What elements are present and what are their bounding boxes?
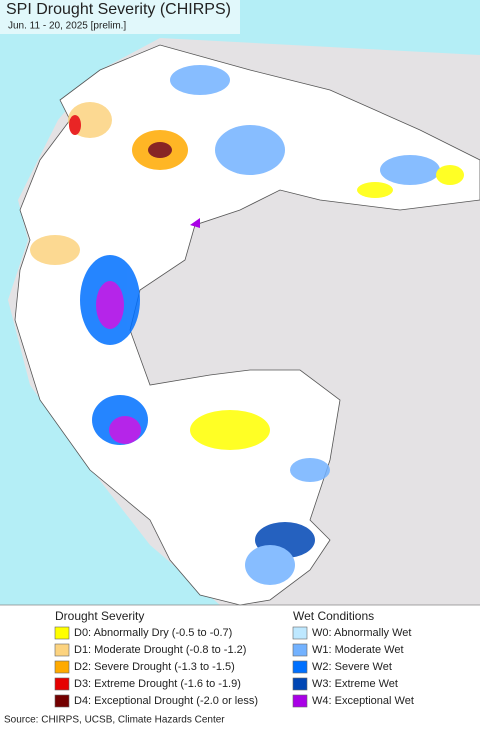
legend: Drought Severity D0: Abnormally Dry (-0.5… (54, 609, 414, 708)
legend-label: W1: Moderate Wet (312, 644, 404, 656)
source: Source: CHIRPS, UCSB, Climate Hazards Ce… (4, 715, 225, 726)
patch (109, 416, 141, 444)
legend-label: D2: Severe Drought (-1.3 to -1.5) (74, 661, 235, 673)
legend-title: Wet Conditions (293, 609, 374, 623)
patch (290, 458, 330, 482)
title: SPI Drought Severity (CHIRPS) (6, 1, 231, 18)
legend-swatch (54, 660, 70, 674)
anomaly-patches (30, 65, 464, 585)
legend-title: Drought Severity (55, 609, 144, 623)
legend-swatch (292, 660, 308, 674)
legend-swatch (292, 677, 308, 691)
patch (190, 218, 200, 228)
patch (357, 182, 393, 198)
patch (190, 410, 270, 450)
legend-swatch (292, 643, 308, 657)
legend-swatch (292, 694, 308, 708)
title-backdrop (0, 0, 240, 34)
patch (215, 125, 285, 175)
subtitle: Jun. 11 - 20, 2025 [prelim.] (8, 21, 126, 32)
legend-label: W4: Exceptional Wet (312, 695, 414, 707)
patch (96, 281, 124, 329)
legend-swatch (54, 626, 70, 640)
legend-swatch (54, 643, 70, 657)
legend-swatch (54, 694, 70, 708)
legend-label: D1: Moderate Drought (-0.8 to -1.2) (74, 644, 246, 656)
patch (148, 142, 172, 158)
legend-swatch (292, 626, 308, 640)
map: SPI Drought Severity (CHIRPS) Jun. 11 - … (0, 0, 480, 606)
legend-label: D4: Exceptional Drought (-2.0 or less) (74, 695, 258, 707)
legend-label: W2: Severe Wet (312, 661, 392, 673)
patch (380, 155, 440, 185)
legend-label: D0: Abnormally Dry (-0.5 to -0.7) (74, 627, 232, 639)
patch (170, 65, 230, 95)
patch (436, 165, 464, 185)
patch (69, 115, 81, 135)
patch (245, 545, 295, 585)
legend-label: W0: Abnormally Wet (312, 627, 411, 639)
patch (30, 235, 80, 265)
legend-label: W3: Extreme Wet (312, 678, 398, 690)
legend-swatch (54, 677, 70, 691)
legend-label: D3: Extreme Drought (-1.6 to -1.9) (74, 678, 241, 690)
